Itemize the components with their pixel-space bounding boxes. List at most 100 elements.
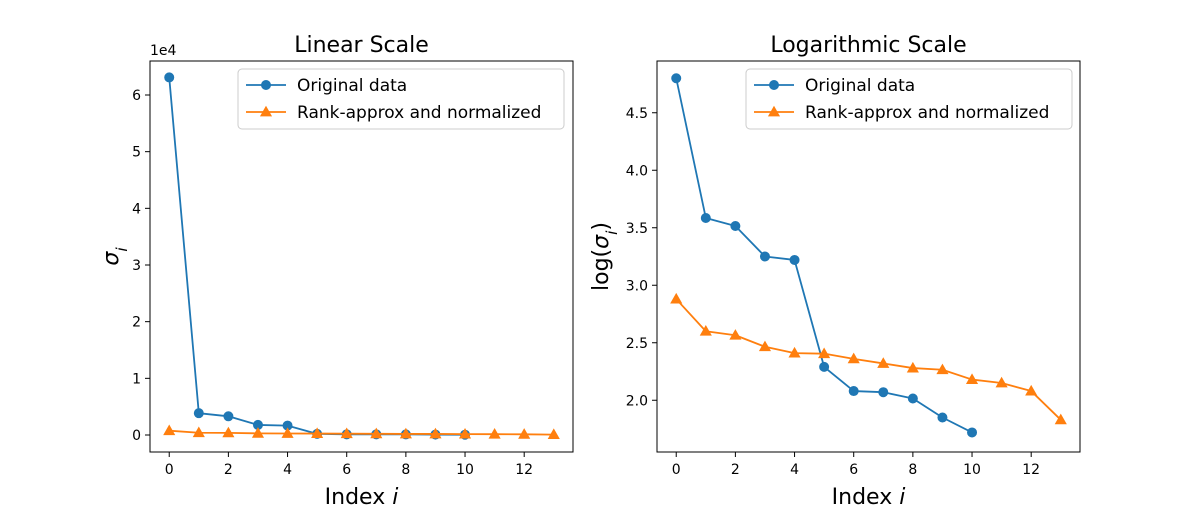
data-point [819, 361, 830, 372]
data-point [671, 73, 682, 84]
x-tick-label: 4 [283, 462, 292, 478]
legend-label: Original data [805, 76, 915, 96]
data-point [340, 427, 353, 439]
x-axis-label: Index i [325, 485, 399, 508]
y-tick-label: 4 [132, 201, 141, 217]
data-point [759, 251, 770, 262]
data-point [163, 424, 176, 436]
data-point [699, 325, 712, 336]
series-line [169, 429, 554, 436]
y-tick-label: 1 [132, 371, 141, 387]
y-tick-label: 0 [132, 428, 141, 444]
data-point [788, 346, 801, 358]
chart-title: Linear Scale [294, 33, 429, 58]
series-rank-approx-normalized [163, 424, 560, 440]
series-line [675, 298, 1062, 421]
data-point [1025, 384, 1038, 396]
data-point [429, 427, 442, 439]
y-tick-label: 2.0 [626, 393, 648, 409]
data-point [995, 376, 1008, 388]
legend-marker [767, 105, 781, 117]
x-tick-label: 0 [672, 462, 681, 478]
data-point [878, 387, 889, 398]
x-tick-label: 8 [908, 462, 917, 478]
data-point [818, 347, 831, 359]
y-tick-label: 2 [132, 315, 141, 331]
data-point [877, 357, 890, 368]
legend: Original data Rank-approx and normalized [237, 68, 565, 130]
x-tick-label: 12 [1022, 462, 1040, 478]
data-point [965, 373, 979, 384]
data-point [758, 340, 772, 352]
data-point [251, 427, 265, 438]
data-point [193, 408, 204, 419]
y-axis-label: σi [99, 247, 131, 266]
y-tick-label: 3.5 [626, 221, 648, 237]
data-point [847, 352, 860, 364]
legend-item: Original data [246, 76, 407, 96]
x-ticks: 0 2 4 6 8 10 12 [672, 452, 1040, 478]
x-tick-label: 6 [342, 462, 351, 478]
x-tick-label: 2 [224, 462, 233, 478]
y-axis-offset-text: 1e4 [150, 43, 177, 59]
data-point [936, 363, 949, 375]
data-point [223, 411, 234, 422]
y-tick-label: 3.0 [626, 278, 648, 294]
y-tick-label: 3 [132, 258, 141, 274]
x-tick-label: 10 [456, 462, 474, 478]
legend-label: Rank-approx and normalized [805, 103, 1049, 123]
y-tick-label: 6 [132, 88, 141, 104]
y-tick-label: 4.0 [626, 163, 648, 179]
legend-label: Rank-approx and normalized [297, 103, 541, 123]
y-ticks: 0 1 2 3 4 5 6 [132, 88, 150, 444]
legend-item: Rank-approx and normalized [754, 103, 1049, 123]
data-point [789, 254, 800, 265]
x-tick-label: 2 [731, 462, 740, 478]
y-axis-label: log(σi) [589, 222, 621, 291]
data-point [700, 212, 711, 223]
legend-marker [769, 80, 779, 90]
data-point [730, 221, 741, 232]
x-tick-label: 12 [515, 462, 533, 478]
data-point [518, 428, 531, 439]
legend-item: Original data [754, 76, 915, 96]
log-scale-panel: 0 2 4 6 8 10 12 2.0 2.5 3.0 3.5 4.0 4.5 Logarithmic S… [589, 33, 1081, 508]
y-tick-label: 5 [132, 145, 141, 161]
y-tick-label: 2.5 [626, 336, 648, 352]
legend: Original data Rank-approx and normalized [745, 68, 1073, 130]
data-point [848, 386, 859, 397]
chart-title: Logarithmic Scale [770, 33, 966, 58]
data-point [488, 427, 501, 439]
data-point [1054, 413, 1067, 425]
legend-marker [259, 105, 273, 117]
axes-frame [656, 60, 1081, 453]
x-tick-label: 0 [165, 462, 174, 478]
legend-item: Rank-approx and normalized [246, 103, 541, 123]
x-axis-label: Index i [832, 485, 906, 508]
x-ticks: 0 2 4 6 8 10 12 [165, 452, 533, 478]
data-point [311, 427, 324, 438]
y-ticks: 2.0 2.5 3.0 3.5 4.0 4.5 [626, 106, 657, 409]
legend-label: Original data [297, 76, 407, 96]
legend-frame [745, 68, 1073, 130]
legend-frame [237, 68, 565, 130]
series-rank-approx-normalized [670, 292, 1067, 425]
data-point [937, 412, 948, 423]
data-point [670, 292, 683, 304]
data-point [399, 427, 412, 439]
data-point [370, 427, 383, 439]
x-tick-label: 6 [849, 462, 858, 478]
data-point [192, 426, 205, 438]
data-point [906, 361, 919, 373]
axes-frame [149, 60, 574, 453]
x-tick-label: 10 [963, 462, 981, 478]
data-point [729, 329, 742, 340]
data-point [907, 393, 918, 404]
data-point [222, 426, 235, 438]
x-tick-label: 4 [790, 462, 799, 478]
data-point [547, 428, 560, 440]
y-tick-label: 4.5 [626, 106, 648, 122]
x-tick-label: 8 [401, 462, 410, 478]
